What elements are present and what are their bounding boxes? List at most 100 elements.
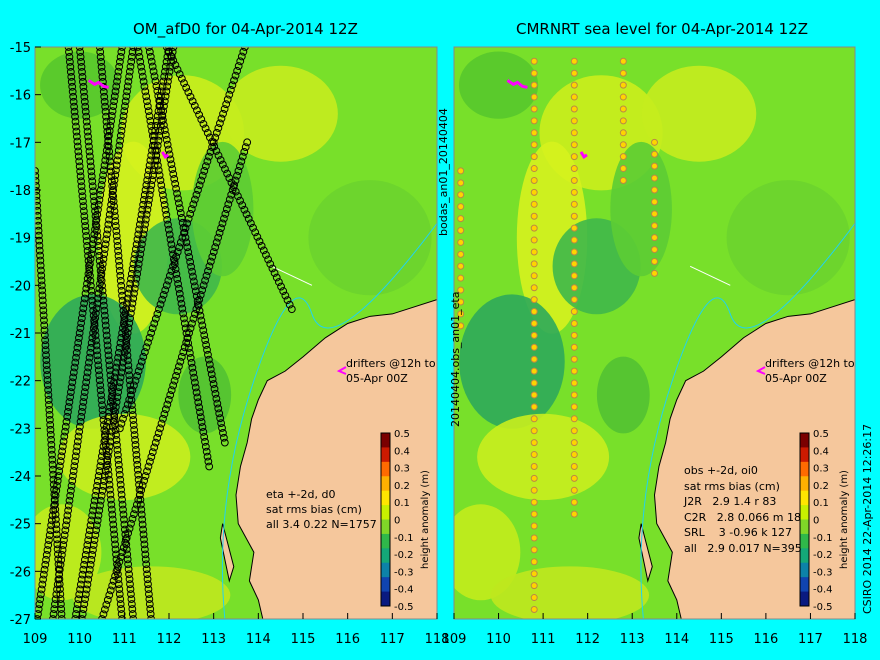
track-obs [85, 565, 94, 574]
track-obs [217, 419, 225, 427]
obs-dot [619, 129, 627, 137]
track-obs [45, 536, 53, 545]
track-obs [177, 352, 186, 361]
track-obs [137, 210, 146, 219]
track-obs [125, 524, 134, 533]
obs-dot [570, 93, 578, 101]
track-obs [148, 126, 156, 135]
track-obs [65, 58, 74, 66]
track-obs [49, 480, 58, 489]
track-obs [95, 371, 104, 380]
track-obs [45, 415, 54, 424]
track-obs [51, 500, 59, 509]
track-obs [212, 128, 221, 137]
track-obs [159, 290, 168, 299]
track-obs [85, 353, 94, 362]
track-obs [84, 132, 92, 141]
track-obs [94, 472, 103, 480]
track-obs [69, 92, 78, 101]
track-obs [47, 516, 56, 525]
track-obs [105, 210, 114, 219]
track-obs [47, 440, 56, 449]
track-obs [145, 600, 154, 608]
right-section-line [689, 265, 731, 286]
track-obs [162, 135, 171, 144]
track-obs [201, 437, 209, 446]
track-obs [95, 376, 104, 385]
track-obs [204, 350, 212, 359]
track-obs [114, 562, 122, 571]
track-obs [130, 289, 138, 298]
obs-dot [570, 212, 578, 220]
track-obs [130, 431, 139, 439]
right-x-tick-label: 111 [531, 632, 556, 647]
obs-dot [570, 176, 578, 184]
track-obs [96, 496, 105, 505]
track-obs [151, 438, 160, 447]
track-obs [246, 219, 255, 228]
right-frame [453, 46, 856, 620]
track-obs [67, 77, 76, 86]
track-obs [118, 548, 127, 557]
track-obs [105, 591, 114, 600]
track-obs [65, 48, 73, 56]
right-anomaly-patch-9 [641, 65, 757, 162]
track-obs [145, 161, 154, 170]
obs-dot [570, 427, 578, 435]
track-obs [120, 515, 128, 524]
track-obs [100, 477, 108, 485]
obs-dot [530, 439, 538, 447]
track-obs [106, 485, 114, 494]
track-obs [119, 505, 127, 514]
track-obs [123, 550, 132, 559]
track-obs [198, 171, 207, 180]
track-obs [128, 299, 137, 308]
obs-dot [570, 188, 578, 196]
track-obs [119, 510, 128, 519]
track-obs [147, 329, 156, 337]
track-obs [153, 87, 162, 95]
track-obs [142, 210, 151, 219]
track-obs [99, 296, 108, 305]
obs-dot [530, 605, 538, 613]
track-obs [143, 467, 151, 476]
left-colorbar-segment [381, 591, 390, 607]
track-obs [285, 300, 294, 309]
track-obs [144, 580, 152, 589]
track-obs [98, 67, 106, 76]
obs-dot [457, 167, 465, 175]
track-obs [112, 363, 121, 372]
track-obs [118, 495, 126, 504]
track-obs [118, 47, 126, 51]
track-obs [79, 304, 88, 313]
obs-dot [570, 272, 578, 280]
track-obs [106, 490, 115, 499]
track-obs [74, 147, 83, 156]
track-obs [179, 348, 188, 356]
track-obs [210, 385, 219, 393]
track-obs [58, 546, 67, 554]
track-obs [103, 457, 112, 466]
track-obs [95, 195, 104, 204]
track-obs [38, 296, 47, 305]
track-obs [108, 422, 117, 431]
track-obs [147, 122, 156, 130]
obs-dot [530, 379, 538, 387]
track-obs [160, 126, 169, 134]
track-obs [107, 495, 115, 504]
track-obs [69, 472, 77, 480]
track-obs [99, 610, 108, 619]
track-obs [41, 560, 50, 569]
track-obs [114, 388, 123, 397]
track-obs [115, 470, 124, 479]
track-obs [72, 348, 81, 357]
obs-dot [530, 165, 538, 173]
track-obs [206, 365, 215, 374]
track-obs [56, 462, 64, 471]
right-x-tick-label: 109 [442, 632, 467, 647]
track-obs [164, 77, 172, 86]
track-obs [159, 196, 168, 204]
track-obs [95, 284, 104, 293]
track-obs [127, 269, 136, 278]
